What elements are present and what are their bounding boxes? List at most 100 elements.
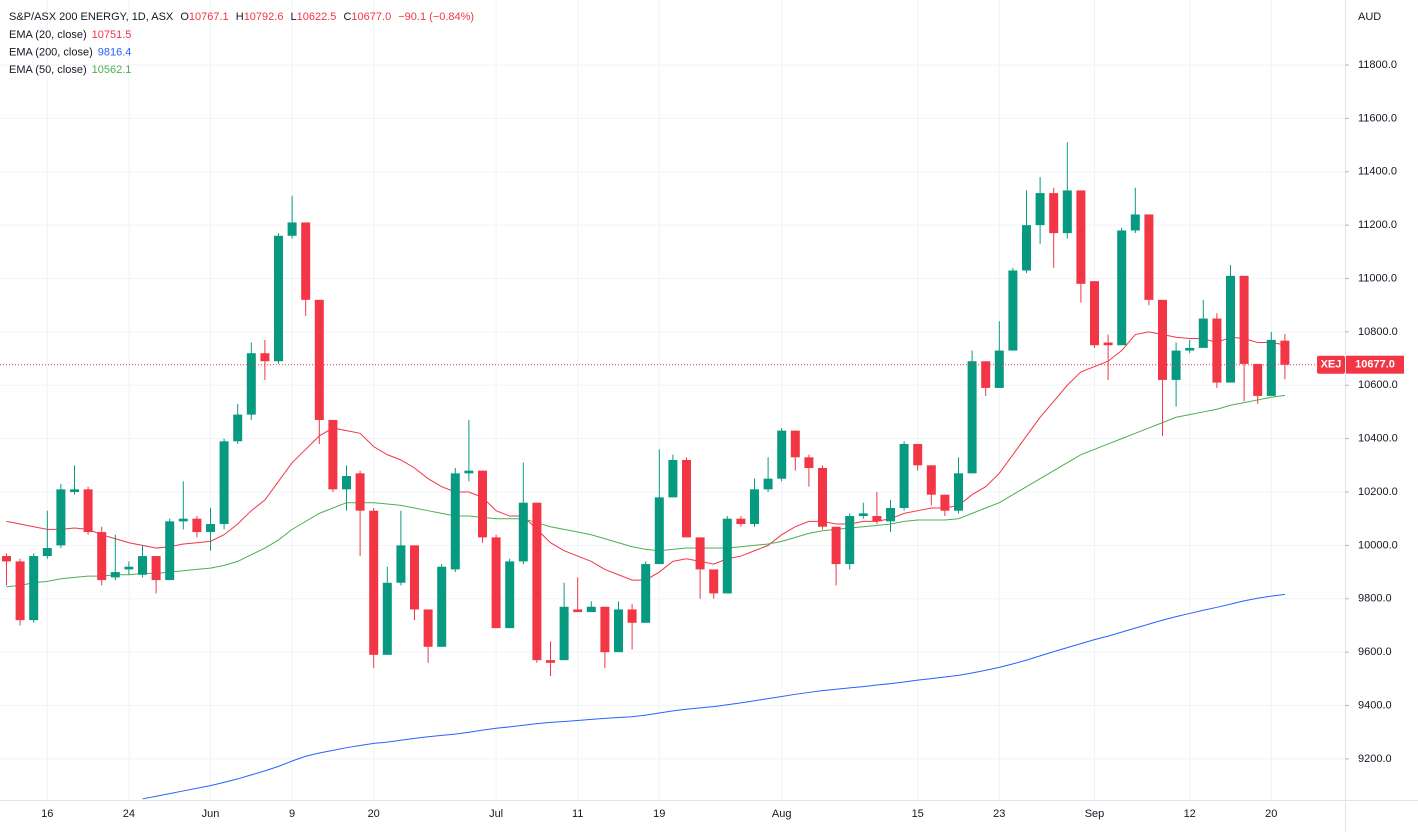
candle-body — [192, 518, 202, 533]
candle-body — [151, 556, 161, 581]
candle-body — [831, 526, 841, 565]
candle-body — [627, 609, 637, 623]
x-tick-label: 11 — [572, 808, 583, 820]
candle-body — [42, 548, 52, 557]
y-tick-label: 9200.0 — [1358, 753, 1392, 765]
candle-body — [940, 494, 950, 511]
symbol-tag-label: XEJ — [1321, 359, 1342, 371]
candle-body — [1022, 225, 1031, 271]
y-tick-label: 10800.0 — [1358, 326, 1398, 338]
candle-body — [15, 561, 25, 621]
candle-body — [981, 361, 991, 388]
candle-body — [29, 556, 39, 621]
candle-body — [287, 222, 297, 236]
candle-body — [328, 419, 338, 490]
axes: 9200.0 9400.0 9600.0 9800.0 10000.0 10200.0 10… — [41, 59, 1404, 820]
candle-body — [1049, 193, 1059, 234]
candle-body — [1158, 299, 1167, 380]
candle-body — [1185, 347, 1195, 351]
candle-body — [165, 521, 175, 581]
candle-body — [668, 459, 678, 498]
y-tick-label: 11800.0 — [1358, 59, 1397, 71]
candle-body — [206, 524, 215, 533]
x-tick-label: 23 — [993, 808, 1005, 820]
ohlc-label: C — [343, 11, 351, 23]
grid — [0, 0, 1345, 800]
candle-body — [178, 518, 188, 522]
candle-body — [1008, 270, 1018, 351]
candle-body — [464, 470, 474, 474]
candle-body — [763, 478, 773, 490]
y-tick-label: 9800.0 — [1358, 593, 1392, 605]
candle-body — [342, 475, 351, 490]
candle-body — [559, 606, 569, 661]
candle-body — [382, 582, 392, 655]
candle-body — [1117, 230, 1127, 346]
x-tick-label: 16 — [41, 808, 53, 820]
candle-body — [790, 430, 800, 458]
candle-body — [750, 489, 759, 525]
ohlc-label: L — [291, 11, 297, 23]
x-tick-label: 20 — [1265, 808, 1277, 820]
ohlc-value: 10622.5 — [297, 11, 337, 23]
candle-body — [274, 235, 283, 362]
candle-body — [396, 545, 406, 583]
x-tick-label: 9 — [289, 808, 295, 820]
candle-body — [858, 513, 868, 517]
x-tick-label: Sep — [1085, 808, 1105, 820]
candle-body — [600, 606, 610, 653]
candle-body — [246, 353, 256, 415]
ohlc-value: 10792.6 — [244, 11, 284, 23]
legend-entry: EMA (200, close) 9816.4 — [9, 46, 131, 58]
y-tick-label: 11200.0 — [1358, 219, 1397, 231]
candle-body — [804, 457, 814, 468]
legend: EMA (20, close) 10751.5 EMA (200, close) 98… — [9, 29, 131, 76]
candle-body — [518, 502, 528, 562]
candle-body — [872, 516, 882, 522]
candle-body — [450, 473, 460, 570]
x-tick-label: 15 — [912, 808, 924, 820]
candle-body — [1035, 193, 1045, 226]
candle-body — [777, 430, 787, 479]
y-tick-label: 10400.0 — [1358, 433, 1398, 445]
x-tick-label: 12 — [1184, 808, 1196, 820]
candle-body — [954, 473, 963, 511]
candle-body — [478, 470, 487, 538]
legend-entry: EMA (50, close) 10562.1 — [9, 64, 131, 76]
candle-body — [709, 569, 719, 594]
candle-body — [410, 545, 419, 610]
ohlc-label: O — [180, 11, 189, 23]
candle-body — [695, 537, 705, 570]
candle-body — [641, 564, 651, 623]
candle-body — [138, 556, 147, 575]
candle-body — [369, 510, 379, 655]
legend-value: 10562.1 — [92, 64, 132, 76]
legend-value: 10751.5 — [92, 29, 132, 41]
ema-line — [142, 593, 1285, 800]
ema-line — [6, 394, 1285, 588]
candle-body — [56, 489, 66, 546]
candle-body — [886, 508, 895, 522]
legend-title: S&P/ASX 200 ENERGY, 1D, ASX — [9, 11, 174, 23]
x-tick-label: 19 — [653, 808, 665, 820]
legend-name: EMA (50, close) — [9, 64, 87, 76]
candle-body — [355, 473, 365, 511]
legend-name: EMA (20, close) — [9, 29, 87, 41]
candle-body — [682, 459, 691, 538]
x-tick-label: Jun — [202, 808, 220, 820]
candle-body — [1226, 275, 1235, 383]
candle-body — [1239, 275, 1249, 364]
candle-body — [1076, 190, 1086, 284]
candle-body — [260, 353, 270, 362]
candle-body — [1090, 281, 1099, 346]
candle-body — [818, 467, 827, 527]
price-tag-label: 10677.0 — [1355, 359, 1395, 371]
candle-body — [83, 489, 93, 533]
candle-body — [1198, 318, 1208, 348]
ohlc-label: H — [236, 11, 244, 23]
candle-body — [845, 516, 855, 565]
price-tag — [1346, 355, 1404, 374]
x-tick-label: Jul — [489, 808, 503, 820]
candle-body — [614, 609, 623, 653]
y-tick-label: 10200.0 — [1358, 486, 1398, 498]
